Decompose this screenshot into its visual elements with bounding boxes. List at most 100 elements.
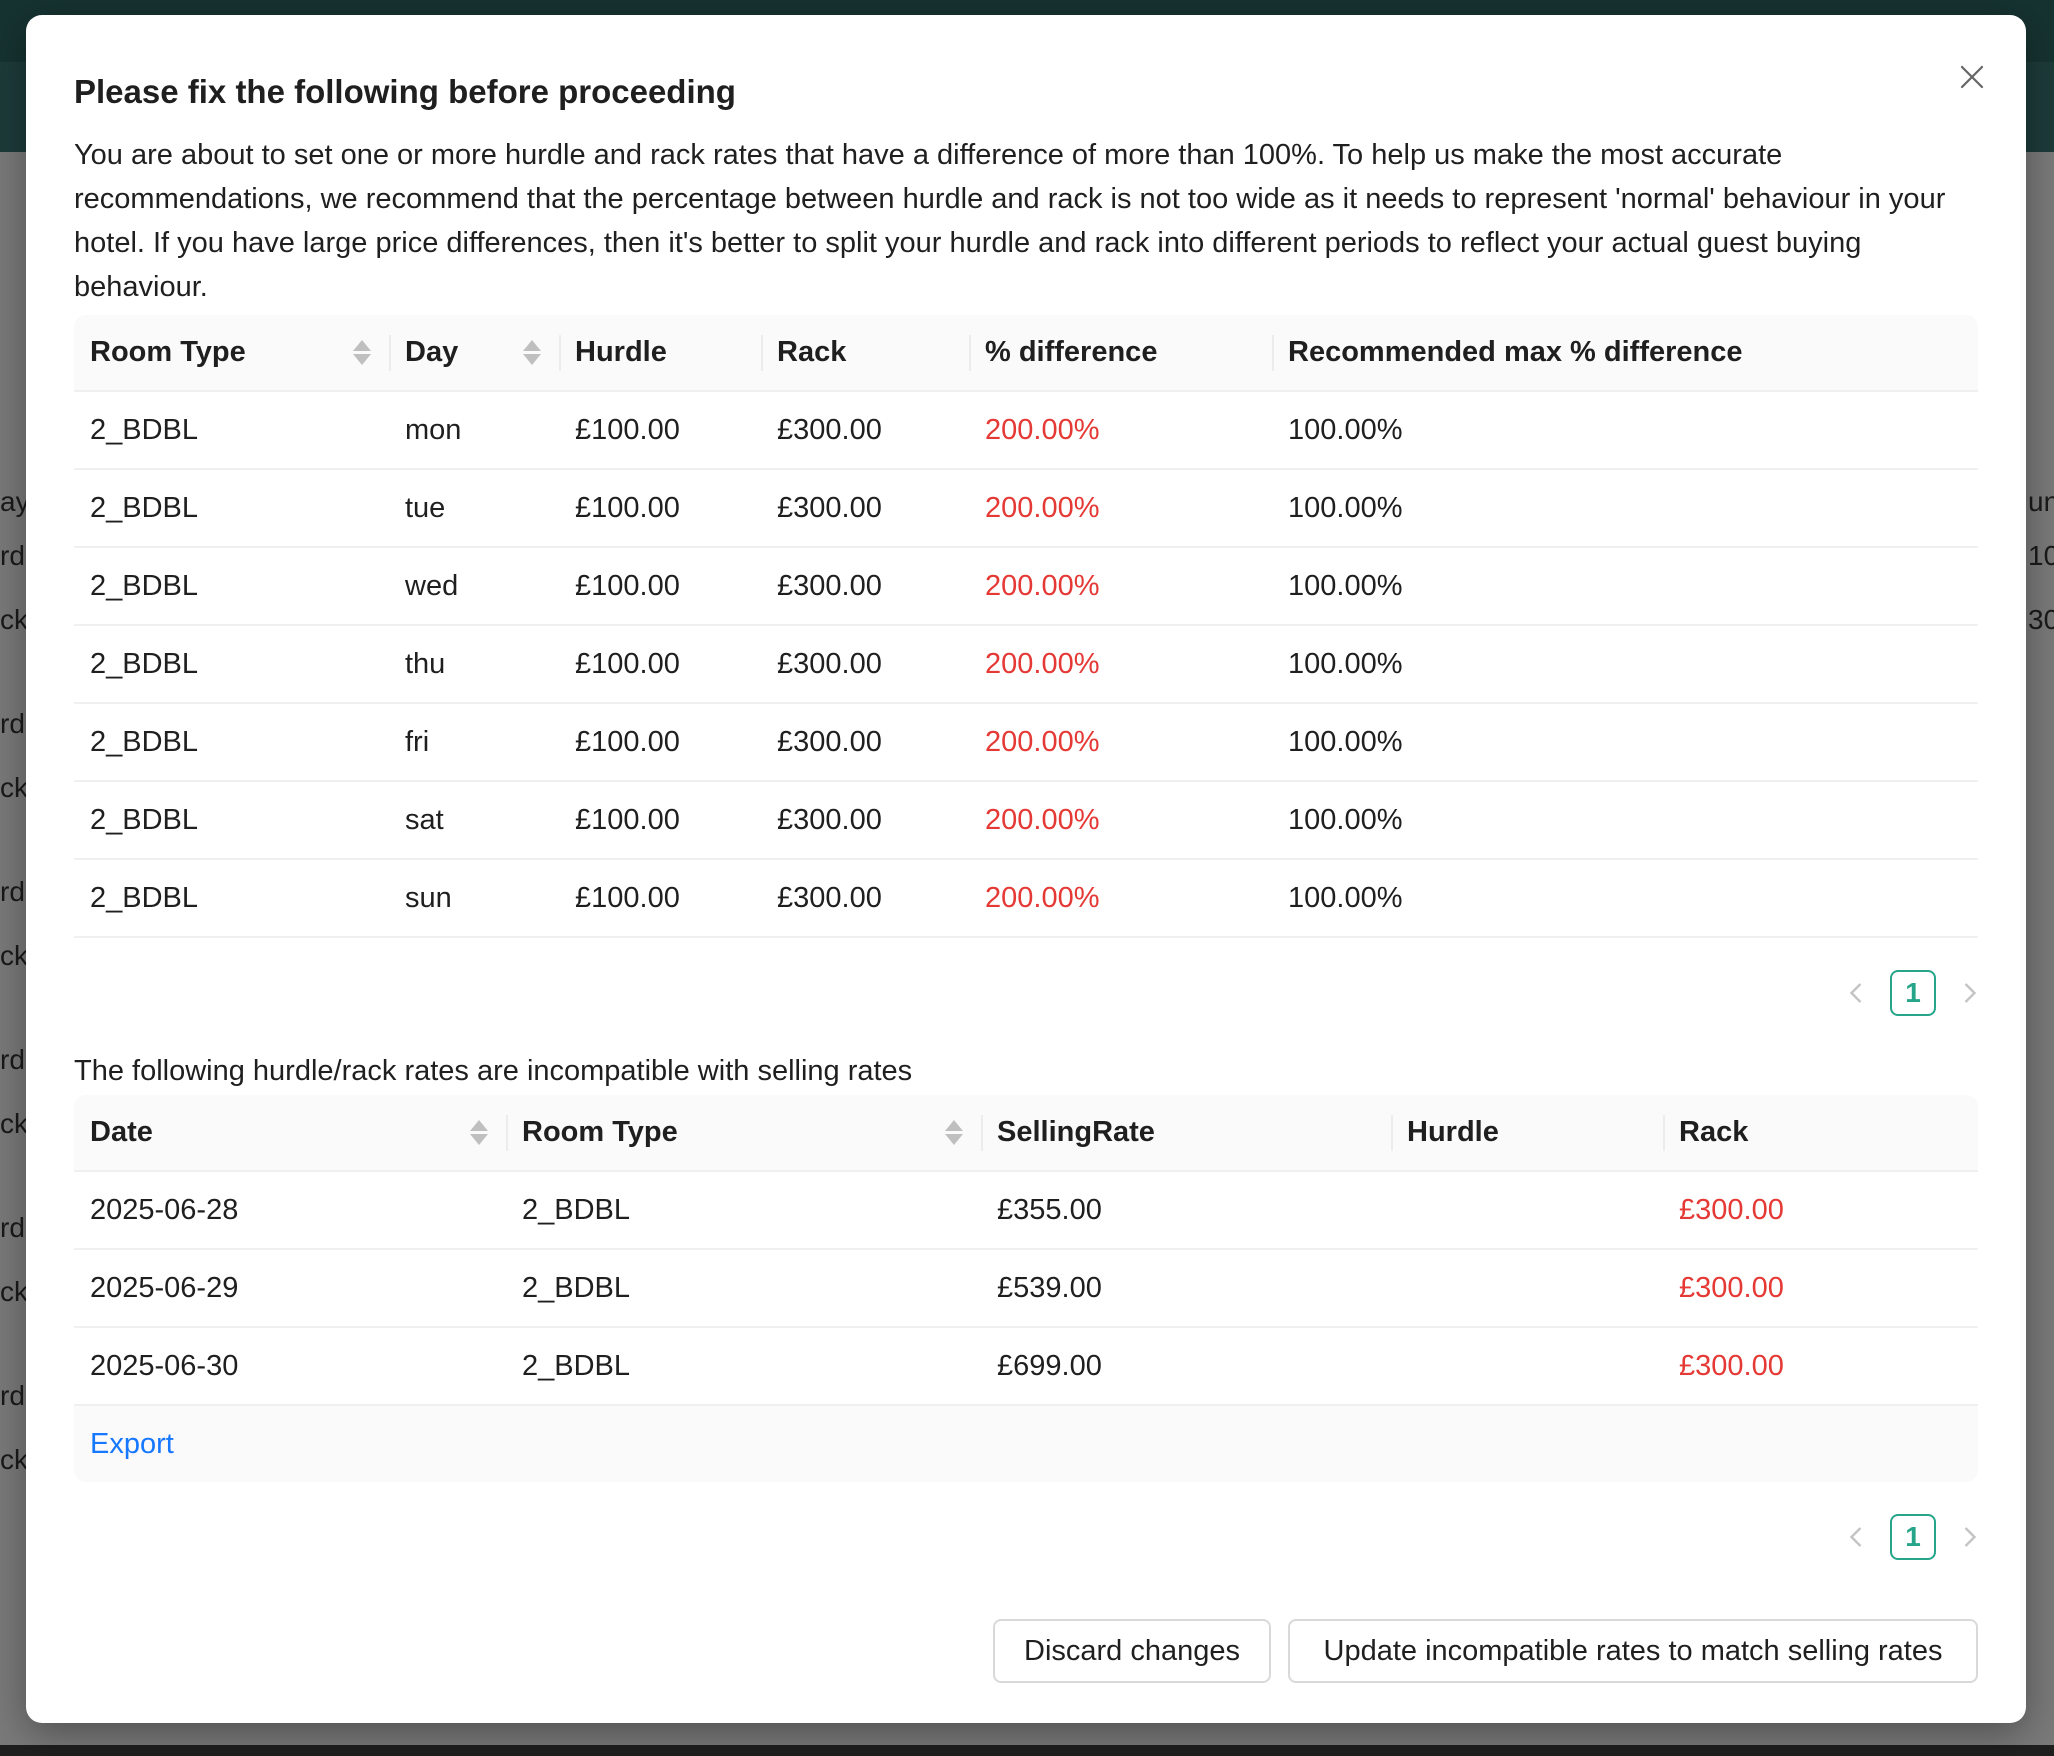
cell-selling-rate: £539.00 [981,1250,1391,1328]
cell-percent-difference: 200.00% [969,470,1272,548]
chevron-right-icon [1964,1527,1977,1547]
prev-page-button[interactable] [1838,970,1874,1016]
bg-fragment: 10 [2028,540,2054,571]
page-item-current[interactable]: 1 [1890,1514,1936,1560]
bg-fragment: rd [0,540,25,571]
cell-recommended-max: 100.00% [1272,470,1978,548]
bg-fragment: un [2028,486,2054,517]
cell-hurdle: £100.00 [559,860,761,938]
cell-recommended-max: 100.00% [1272,860,1978,938]
cell-percent-difference: 200.00% [969,626,1272,704]
column-header-rack: Rack [761,315,969,392]
table-footer-cell: Export [74,1406,1978,1482]
bg-fragment: 30 [2028,604,2054,635]
cell-hurdle: £100.00 [559,626,761,704]
pagination-bottom: 1 [1838,1514,1988,1560]
cell-rack: £300.00 [1663,1172,1978,1250]
cell-date: 2025-06-29 [74,1250,506,1328]
cell-selling-rate: £699.00 [981,1328,1391,1406]
cell-rack: £300.00 [761,548,969,626]
chevron-left-icon [1849,983,1862,1003]
chevron-right-icon [1964,983,1977,1003]
cell-hurdle: £100.00 [559,782,761,860]
column-header-room-type[interactable]: Room Type [506,1095,981,1172]
bg-fragment: ck [0,604,28,635]
cell-rack: £300.00 [1663,1328,1978,1406]
cell-day: thu [389,626,559,704]
pagination-top: 1 [1838,970,1988,1016]
cell-recommended-max: 100.00% [1272,548,1978,626]
cell-recommended-max: 100.00% [1272,392,1978,470]
column-label: Room Type [522,1116,678,1148]
cell-hurdle: £100.00 [559,392,761,470]
column-label: Room Type [90,336,246,368]
close-button[interactable] [1948,53,1996,101]
bg-fragment: ck [0,1276,28,1307]
cell-room-type: 2_BDBL [74,470,389,548]
cell-rack: £300.00 [761,704,969,782]
column-header-hurdle: Hurdle [559,315,761,392]
cell-room-type: 2_BDBL [506,1328,981,1406]
column-label: Day [405,336,459,368]
bg-fragment: rd [0,1044,25,1075]
cell-hurdle: £100.00 [559,470,761,548]
app-bottom-bar [0,1745,2054,1756]
sort-icon[interactable] [470,1120,488,1145]
cell-day: fri [389,704,559,782]
prev-page-button[interactable] [1838,1514,1874,1560]
cell-selling-rate: £355.00 [981,1172,1391,1250]
page-item-current[interactable]: 1 [1890,970,1936,1016]
column-label: Date [90,1116,153,1148]
cell-room-type: 2_BDBL [74,392,389,470]
sort-icon[interactable] [945,1120,963,1145]
table-row: 2_BDBL sat £100.00 £300.00 200.00% 100.00% [74,782,1978,860]
cell-room-type: 2_BDBL [74,860,389,938]
export-link[interactable]: Export [90,1427,174,1460]
incompatible-heading: The following hurdle/rack rates are inco… [74,1055,913,1087]
update-rates-button[interactable]: Update incompatible rates to match selli… [1288,1619,1978,1683]
table-row: 2_BDBL fri £100.00 £300.00 200.00% 100.00% [74,704,1978,782]
bg-fragment: ck [0,1444,28,1475]
column-header-selling-rate: SellingRate [981,1095,1391,1172]
table-header-row: Room Type Day Hurdle Rack % difference R… [74,315,1978,392]
next-page-button[interactable] [1952,970,1988,1016]
bg-fragment: rd [0,1212,25,1243]
warning-message: You are about to set one or more hurdle … [74,139,1946,303]
column-header-percent-difference: % difference [969,315,1272,392]
bg-fragment: ay [0,486,30,517]
rate-difference-table: Room Type Day Hurdle Rack % difference R… [74,315,1978,938]
table-row: 2_BDBL thu £100.00 £300.00 200.00% 100.00% [74,626,1978,704]
sort-icon[interactable] [523,340,541,365]
cell-hurdle [1391,1328,1663,1406]
cell-hurdle [1391,1250,1663,1328]
next-page-button[interactable] [1952,1514,1988,1560]
cell-day: wed [389,548,559,626]
discard-changes-button[interactable]: Discard changes [993,1619,1271,1683]
cell-percent-difference: 200.00% [969,392,1272,470]
cell-hurdle: £100.00 [559,704,761,782]
column-header-date[interactable]: Date [74,1095,506,1172]
column-header-day[interactable]: Day [389,315,559,392]
bg-fragment: ck [0,1108,28,1139]
table-row: 2_BDBL tue £100.00 £300.00 200.00% 100.00% [74,470,1978,548]
table-footer: Export [74,1406,1978,1482]
table-row: 2_BDBL mon £100.00 £300.00 200.00% 100.00% [74,392,1978,470]
cell-room-type: 2_BDBL [74,548,389,626]
validation-modal: Please fix the following before proceedi… [26,15,2026,1723]
cell-hurdle [1391,1172,1663,1250]
cell-percent-difference: 200.00% [969,782,1272,860]
table-header-row: Date Room Type SellingRate Hurdle Rack [74,1095,1978,1172]
cell-room-type: 2_BDBL [506,1172,981,1250]
cell-day: mon [389,392,559,470]
column-header-rack: Rack [1663,1095,1978,1172]
bg-fragment: ck [0,772,28,803]
column-header-hurdle: Hurdle [1391,1095,1663,1172]
sort-icon[interactable] [353,340,371,365]
cell-percent-difference: 200.00% [969,548,1272,626]
cell-rack: £300.00 [761,470,969,548]
table-row: 2025-06-29 2_BDBL £539.00 £300.00 [74,1250,1978,1328]
modal-title: Please fix the following before proceedi… [74,73,736,110]
column-header-room-type[interactable]: Room Type [74,315,389,392]
cell-rack: £300.00 [761,782,969,860]
bg-fragment: rd [0,708,25,739]
